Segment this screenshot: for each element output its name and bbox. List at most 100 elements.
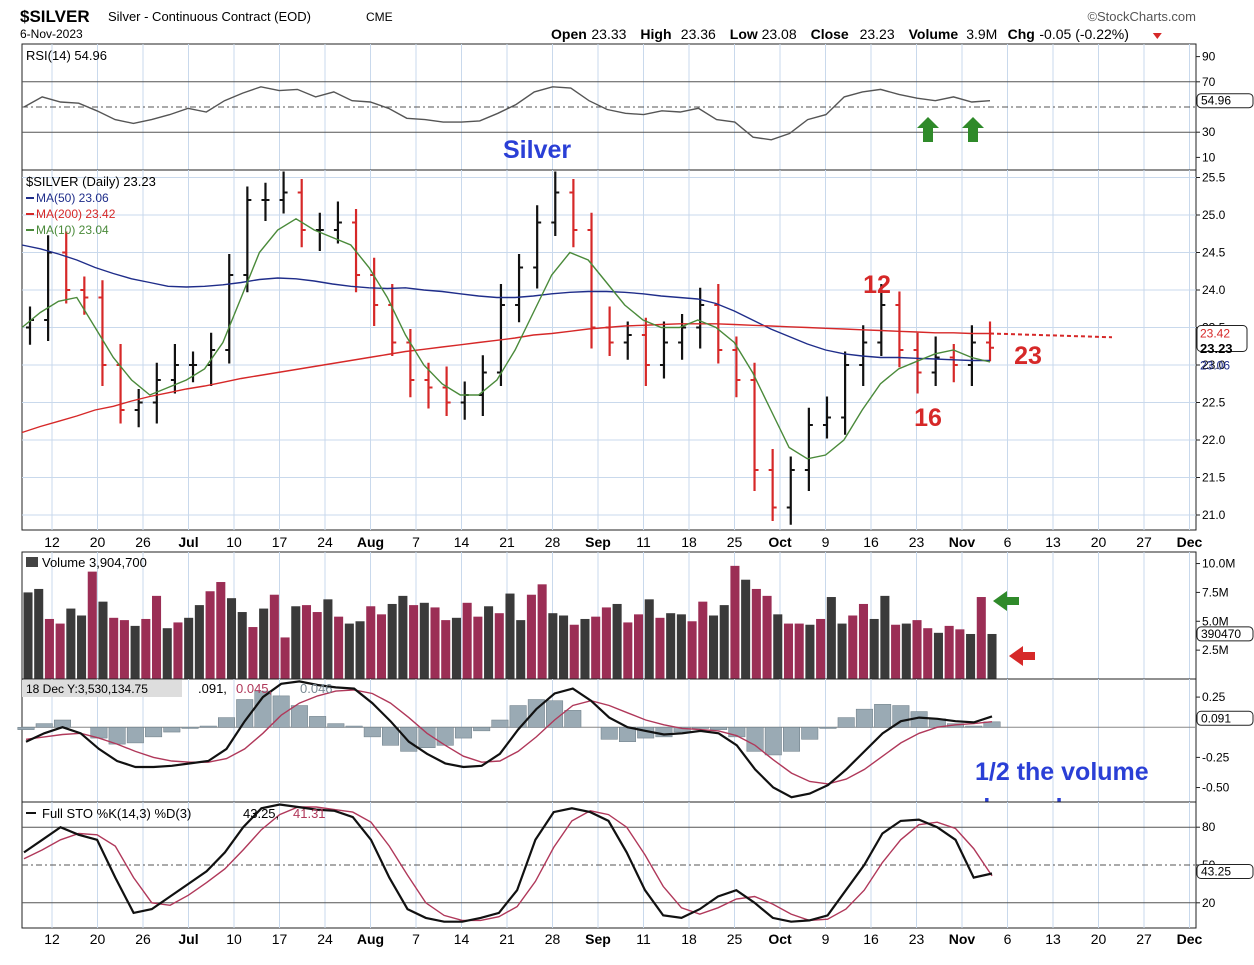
y-tick-label: 2.5M [1202,643,1229,657]
x-tick-label: Oct [768,534,792,550]
x-tick-label: 25 [727,931,743,947]
x-tick-label: Aug [357,931,384,947]
x-tick-label: Dec [1177,534,1203,550]
volume-bar [34,588,44,679]
volume-bar [205,591,215,679]
x-tick-label: 27 [1136,931,1152,947]
y-tick-label: 30 [1202,125,1216,139]
ma50-line [21,244,990,362]
price-value-box [1196,325,1248,352]
volume-bar [580,618,590,679]
macd-value-label-box [1196,710,1254,726]
macd-histogram-bar [126,726,144,744]
macd-histogram-bar [892,705,910,728]
brand-watermark: ©StockCharts.com [1087,9,1196,24]
quote-label: Close [811,26,849,42]
macd-histogram-bar [345,725,363,728]
volume-bar [280,637,290,679]
macd-legend-value: 0.045, [236,681,272,696]
rsi-frame [21,43,1197,171]
macd-histogram-bar [181,726,199,729]
volume-bar [933,632,943,679]
volume-bar [923,628,933,679]
volume-bar [955,629,965,679]
exchange-label: CME [366,10,393,24]
volume-bar [869,618,879,679]
volume-bar [976,597,986,679]
y-tick-label: 23.0 [1202,358,1226,372]
x-tick-label: 20 [1091,931,1107,947]
volume-bars-icon [26,557,38,567]
volume-bar [912,620,922,679]
volume-bar [880,595,890,679]
volume-bar [301,605,312,679]
macd-histogram-bar [363,726,381,738]
sto-value-label-box [1196,864,1254,880]
x-tick-label: 16 [863,931,879,947]
y-tick-label: 5.0M [1202,614,1229,628]
volume-bar [237,612,247,679]
x-tick-label: 24 [317,534,333,550]
volume-annotation-line1: 1/2 the volume [975,758,1149,786]
y-tick-label: 10.0M [1202,557,1235,571]
quote-value: 3.9M [966,26,997,42]
macd-histogram-bar [473,726,491,732]
macd-histogram-bar [418,726,436,748]
macd-legend-value: 0.046 [300,681,333,696]
volume-bar [259,608,269,679]
volume-bar [623,622,633,679]
x-axis-labels: 12 20 26 Jul 10 17 24 Aug 7 14 21 28 Sep 11 18 25 Oct 9 16… [44,534,1202,550]
volume-bar [591,616,601,679]
macd-histogram-bar [309,716,327,728]
rsi-value-label: 54.96 [1201,94,1231,108]
silver-annotation: Silver [503,136,571,164]
x-tick-label: 23 [909,931,925,947]
sto-title: Full STO %K(14,3) %D(3) [42,806,191,821]
x-tick-label: 13 [1045,534,1061,550]
volume-bar [216,582,226,679]
x-tick-label: 12 [44,534,60,550]
volume-bar [901,623,911,679]
volume-bar [805,624,815,679]
y-tick-label: 21.5 [1202,471,1226,485]
x-tick-label: 20 [90,931,106,947]
macd-histogram-bar [290,705,308,728]
volume-value-label: 390470 [1201,627,1241,641]
volume-bar [409,605,419,679]
y-tick-label: 21.0 [1202,508,1226,522]
volume-bar [708,615,719,679]
volume-bar [323,599,333,679]
x-tick-label: 9 [822,931,830,947]
quote-label: Open [551,26,587,42]
macd-histogram-bar [163,726,181,733]
x-tick-label: 21 [499,931,515,947]
volume-bar [344,623,354,679]
quote-value: 23.08 [762,26,797,42]
volume-bar [66,608,76,679]
sto-legend-value: 43.25, [243,806,279,821]
volume-bar [152,595,162,679]
y-tick-label: 25.0 [1202,208,1226,222]
macd-histogram-bar [728,726,746,738]
x-tick-label: 16 [863,534,879,550]
volume-bar [762,595,772,679]
x-tick-label: 20 [90,534,106,550]
volume-bar [419,602,429,679]
x-tick-label: 12 [44,931,60,947]
volume-bar [698,601,708,679]
x-tick-label: 26 [135,931,151,947]
rsi-value-label-box [1196,93,1254,109]
rsi-line [23,86,991,141]
macd-histogram-bar [454,726,472,739]
volume-bar [741,579,751,679]
volume-bar [484,606,494,679]
macd-histogram-bar [600,726,618,740]
volume-bar [441,620,451,679]
macd-histogram-bar [801,726,819,740]
y-tick-label: 7.5M [1202,585,1229,599]
legend-entry: MA(200) 23.42 [36,207,116,221]
volume-bar [376,614,386,679]
macd-histogram-bar [17,726,35,730]
volume-bar [537,584,547,679]
